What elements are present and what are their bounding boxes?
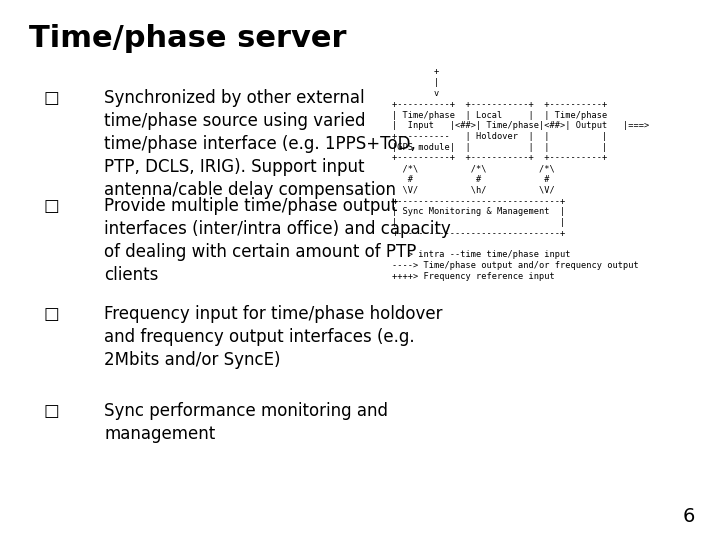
Text: □: □ bbox=[43, 89, 59, 107]
Text: Sync performance monitoring and
management: Sync performance monitoring and manageme… bbox=[104, 402, 388, 443]
Text: □: □ bbox=[43, 197, 59, 215]
Text: □: □ bbox=[43, 305, 59, 323]
Text: +
        |
        v
+----------+  +-----------+  +----------+
| Time/phase  | : + | v +----------+ +-----------+ +------… bbox=[392, 68, 649, 281]
Text: 6: 6 bbox=[683, 508, 695, 526]
Text: Synchronized by other external
time/phase source using varied
time/phase interfa: Synchronized by other external time/phas… bbox=[104, 89, 416, 199]
Text: Frequency input for time/phase holdover
and frequency output interfaces (e.g.
2M: Frequency input for time/phase holdover … bbox=[104, 305, 443, 369]
Text: Time/phase server: Time/phase server bbox=[29, 24, 346, 53]
Text: Provide multiple time/phase output
interfaces (inter/intra office) and capacity
: Provide multiple time/phase output inter… bbox=[104, 197, 451, 284]
Text: □: □ bbox=[43, 402, 59, 420]
